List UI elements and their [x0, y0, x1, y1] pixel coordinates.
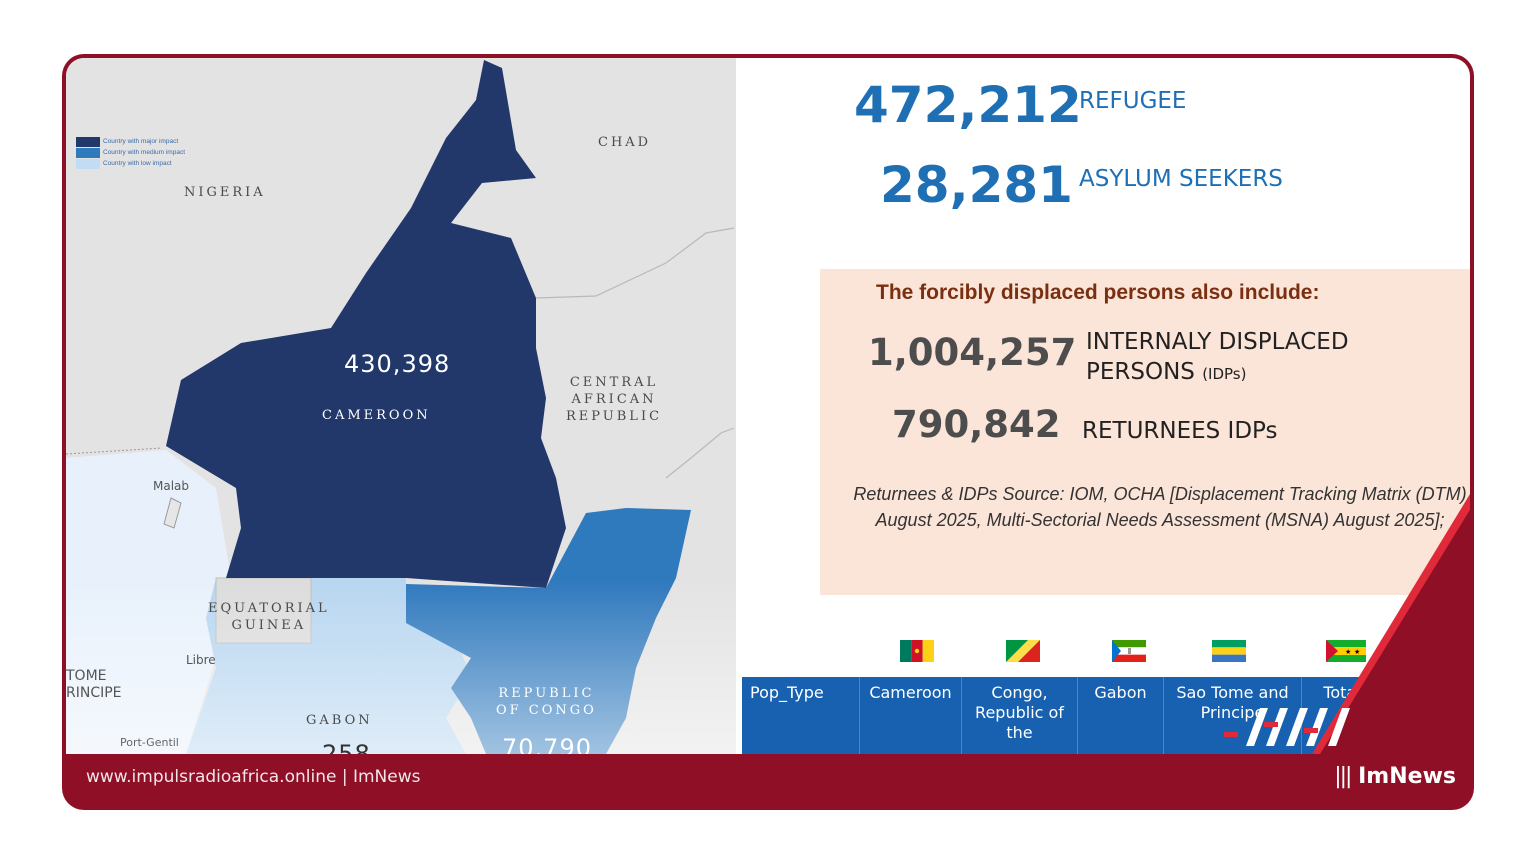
- sao-tome-flag-icon: ★ ★: [1326, 640, 1366, 662]
- legend-entry: Country with major impact: [76, 136, 185, 147]
- svg-text:★: ★: [1345, 648, 1351, 656]
- map-svg: [66, 58, 736, 754]
- column-header[interactable]: Congo, Republic of the: [962, 677, 1078, 754]
- imnews-logo: ||| ImNews: [1334, 764, 1456, 789]
- idp-label-line1: INTERNALY DISPLACED: [1086, 329, 1349, 355]
- column-header[interactable]: Gabon: [1078, 677, 1164, 754]
- value-gabon: 258: [322, 740, 371, 754]
- legend-label: Country with medium impact: [103, 149, 185, 156]
- label-cameroon: CAMEROON: [322, 408, 431, 423]
- label-congo: REPUBLIC OF CONGO: [496, 686, 597, 718]
- source-note: Returnees & IDPs Source: IOM, OCHA [Disp…: [853, 484, 1467, 530]
- returnees-value: 790,842: [892, 403, 1061, 446]
- displaced-heading: The forcibly displaced persons also incl…: [876, 281, 1320, 304]
- idp-value: 1,004,257: [868, 331, 1077, 374]
- population-table-header: Pop_Type Cameroon Congo, Republic of the…: [742, 677, 1470, 754]
- svg-text:★: ★: [1354, 648, 1360, 656]
- asylum-value: 28,281: [880, 156, 1073, 214]
- asylum-label: ASYLUM SEEKERS: [1079, 166, 1283, 192]
- legend-entry: Country with medium impact: [76, 147, 185, 158]
- map-legend: Country with major impact Country with m…: [76, 136, 185, 169]
- refugee-value: 472,212: [854, 76, 1082, 134]
- idp-label: INTERNALY DISPLACED PERSONS (IDPs): [1086, 327, 1349, 389]
- column-header[interactable]: Total: [1323, 683, 1361, 702]
- footer-url[interactable]: www.impulsradioafrica.online | ImNews: [86, 767, 421, 787]
- legend-label: Country with major impact: [103, 138, 179, 145]
- refugee-label: REFUGEE: [1079, 88, 1187, 114]
- legend-entry: Country with low impact: [76, 158, 185, 169]
- regional-map: Country with major impact Country with m…: [66, 58, 736, 754]
- displaced-box: The forcibly displaced persons also incl…: [820, 269, 1470, 595]
- label-malabo: Malab: [153, 479, 190, 493]
- value-cameroon: 430,398: [344, 350, 451, 378]
- column-header[interactable]: Pop_Type: [742, 677, 860, 754]
- flag-row: ★ ★: [736, 640, 1470, 670]
- gabon-flag-icon: [1212, 640, 1246, 662]
- label-sao-tome: TOME RINCIPE: [66, 668, 122, 701]
- column-header[interactable]: Sao Tome and Principe: [1164, 677, 1302, 754]
- legend-swatch: [76, 158, 100, 169]
- idp-label-abbr: (IDPs): [1202, 365, 1247, 383]
- soundwave-icon: |||: [1334, 764, 1352, 789]
- eq-guinea-flag-icon: [1112, 640, 1146, 662]
- footer-bar: www.impulsradioafrica.online | ImNews ||…: [62, 754, 1474, 810]
- column-header[interactable]: Cameroon: [860, 677, 962, 754]
- stats-panel: 472,212 REFUGEE 28,281 ASYLUM SEEKERS Th…: [736, 58, 1470, 754]
- value-congo: 70,790: [502, 734, 592, 754]
- legend-swatch: [76, 136, 100, 147]
- idp-label-line2: PERSONS (IDPs): [1086, 357, 1349, 389]
- legend-swatch: [76, 147, 100, 158]
- idp-label-persons: PERSONS: [1086, 359, 1195, 385]
- cameroon-flag-icon: [900, 640, 934, 662]
- label-libreville: Libre: [186, 653, 216, 667]
- slide-frame: Country with major impact Country with m…: [62, 54, 1474, 810]
- label-gabon: GABON: [306, 713, 373, 728]
- congo-flag-icon: [1006, 640, 1040, 662]
- label-car: CENTRAL AFRICAN REPUBLIC: [566, 375, 663, 424]
- logo-text: ImNews: [1358, 764, 1456, 789]
- label-chad: CHAD: [598, 135, 652, 150]
- legend-label: Country with low impact: [103, 160, 172, 167]
- label-nigeria: NIGERIA: [184, 185, 266, 200]
- label-eq-guinea: EQUATORIAL GUINEA: [208, 601, 330, 633]
- label-port-gentil: Port-Gentil: [120, 736, 179, 749]
- returnees-label: RETURNEES IDPs: [1082, 418, 1278, 444]
- slide-content: Country with major impact Country with m…: [66, 58, 1470, 754]
